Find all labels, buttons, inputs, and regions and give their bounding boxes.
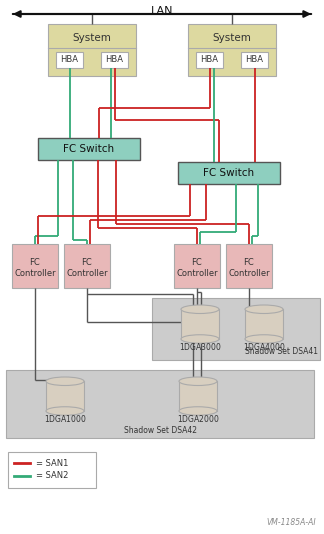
Text: FC
Controller: FC Controller bbox=[176, 258, 218, 278]
FancyBboxPatch shape bbox=[226, 244, 272, 288]
Text: $1$DGA2000: $1$DGA2000 bbox=[177, 412, 219, 423]
Text: VM-1185A-AI: VM-1185A-AI bbox=[266, 518, 316, 527]
Text: $1$DGA4000: $1$DGA4000 bbox=[243, 341, 285, 351]
Text: FC Switch: FC Switch bbox=[203, 168, 255, 178]
FancyBboxPatch shape bbox=[196, 52, 223, 68]
Ellipse shape bbox=[245, 305, 283, 313]
FancyBboxPatch shape bbox=[101, 52, 128, 68]
FancyBboxPatch shape bbox=[12, 244, 58, 288]
FancyBboxPatch shape bbox=[56, 52, 83, 68]
Text: Shadow Set DSA41: Shadow Set DSA41 bbox=[245, 347, 318, 356]
FancyBboxPatch shape bbox=[241, 52, 268, 68]
Ellipse shape bbox=[179, 377, 217, 386]
FancyBboxPatch shape bbox=[188, 24, 276, 76]
FancyBboxPatch shape bbox=[8, 452, 96, 488]
Ellipse shape bbox=[46, 407, 84, 415]
FancyBboxPatch shape bbox=[245, 309, 283, 339]
Ellipse shape bbox=[181, 335, 219, 343]
Ellipse shape bbox=[179, 407, 217, 415]
Text: $1$DGA1000: $1$DGA1000 bbox=[44, 412, 87, 423]
FancyBboxPatch shape bbox=[174, 244, 220, 288]
Text: = SAN1: = SAN1 bbox=[36, 459, 68, 467]
FancyBboxPatch shape bbox=[38, 138, 140, 160]
Ellipse shape bbox=[181, 305, 219, 313]
Text: System: System bbox=[213, 33, 251, 43]
Ellipse shape bbox=[245, 335, 283, 343]
FancyBboxPatch shape bbox=[178, 162, 280, 184]
Text: HBA: HBA bbox=[201, 56, 218, 65]
FancyBboxPatch shape bbox=[64, 244, 110, 288]
Text: System: System bbox=[73, 33, 111, 43]
FancyBboxPatch shape bbox=[152, 298, 320, 360]
Text: = SAN2: = SAN2 bbox=[36, 472, 68, 481]
FancyBboxPatch shape bbox=[181, 309, 219, 339]
Text: FC
Controller: FC Controller bbox=[14, 258, 56, 278]
Text: FC
Controller: FC Controller bbox=[66, 258, 108, 278]
Text: FC Switch: FC Switch bbox=[64, 144, 115, 154]
Text: $1$DGA3000: $1$DGA3000 bbox=[179, 341, 221, 351]
Ellipse shape bbox=[46, 377, 84, 386]
Text: FC
Controller: FC Controller bbox=[228, 258, 270, 278]
Text: HBA: HBA bbox=[106, 56, 123, 65]
Text: LAN: LAN bbox=[151, 6, 173, 16]
Text: HBA: HBA bbox=[61, 56, 78, 65]
Text: Shadow Set DSA42: Shadow Set DSA42 bbox=[123, 426, 196, 435]
FancyBboxPatch shape bbox=[46, 381, 84, 411]
FancyBboxPatch shape bbox=[48, 24, 136, 76]
Text: HBA: HBA bbox=[246, 56, 263, 65]
FancyBboxPatch shape bbox=[6, 370, 314, 438]
FancyBboxPatch shape bbox=[179, 381, 217, 411]
